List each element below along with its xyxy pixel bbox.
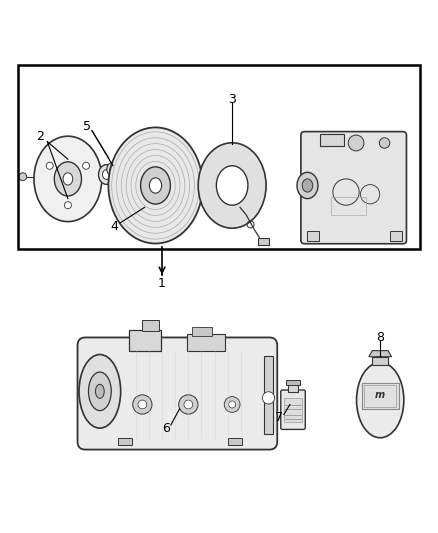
Text: 8: 8: [376, 331, 384, 344]
FancyBboxPatch shape: [281, 390, 305, 430]
Bar: [284, 398, 302, 423]
FancyBboxPatch shape: [301, 132, 406, 244]
Circle shape: [224, 397, 240, 413]
Text: 3: 3: [228, 93, 236, 106]
Ellipse shape: [357, 362, 404, 438]
Ellipse shape: [216, 166, 248, 205]
Bar: [187, 334, 225, 351]
Ellipse shape: [79, 354, 121, 428]
Bar: [372, 357, 388, 365]
Bar: [118, 438, 132, 445]
FancyBboxPatch shape: [78, 337, 277, 449]
Bar: [129, 329, 161, 351]
Ellipse shape: [99, 165, 114, 184]
Circle shape: [138, 400, 147, 409]
Circle shape: [64, 201, 71, 209]
Polygon shape: [369, 351, 392, 357]
Text: 5: 5: [83, 120, 91, 133]
Ellipse shape: [95, 384, 104, 398]
Circle shape: [262, 392, 275, 404]
Text: 1: 1: [158, 277, 166, 289]
Bar: [362, 383, 399, 409]
Circle shape: [184, 400, 193, 409]
Text: 7: 7: [276, 411, 283, 424]
Ellipse shape: [63, 173, 73, 185]
Ellipse shape: [302, 179, 313, 192]
Circle shape: [379, 138, 390, 148]
Circle shape: [348, 135, 364, 151]
Bar: [288, 384, 298, 392]
Circle shape: [229, 401, 236, 408]
Ellipse shape: [297, 172, 318, 199]
Ellipse shape: [102, 169, 110, 179]
Circle shape: [46, 162, 53, 169]
Bar: [286, 381, 300, 385]
Ellipse shape: [110, 166, 114, 172]
Bar: [258, 238, 269, 245]
Bar: [331, 197, 366, 215]
Bar: [364, 385, 396, 407]
Bar: [264, 356, 273, 434]
Ellipse shape: [88, 372, 111, 410]
Bar: [18, 65, 420, 249]
Circle shape: [133, 395, 152, 414]
Ellipse shape: [141, 167, 170, 204]
Bar: [192, 327, 212, 336]
Text: 2: 2: [36, 130, 44, 143]
Text: 6: 6: [162, 422, 170, 435]
Ellipse shape: [54, 162, 81, 196]
Ellipse shape: [149, 178, 162, 193]
Text: m: m: [375, 390, 385, 400]
Bar: [228, 438, 242, 445]
Ellipse shape: [34, 136, 102, 222]
Bar: [142, 320, 159, 332]
Circle shape: [19, 173, 27, 181]
Circle shape: [179, 395, 198, 414]
Bar: [320, 134, 344, 146]
Circle shape: [83, 162, 90, 169]
Ellipse shape: [107, 163, 117, 176]
Bar: [390, 231, 402, 241]
Bar: [307, 231, 319, 241]
Text: 4: 4: [111, 220, 119, 233]
Ellipse shape: [108, 127, 202, 244]
Ellipse shape: [198, 143, 266, 228]
